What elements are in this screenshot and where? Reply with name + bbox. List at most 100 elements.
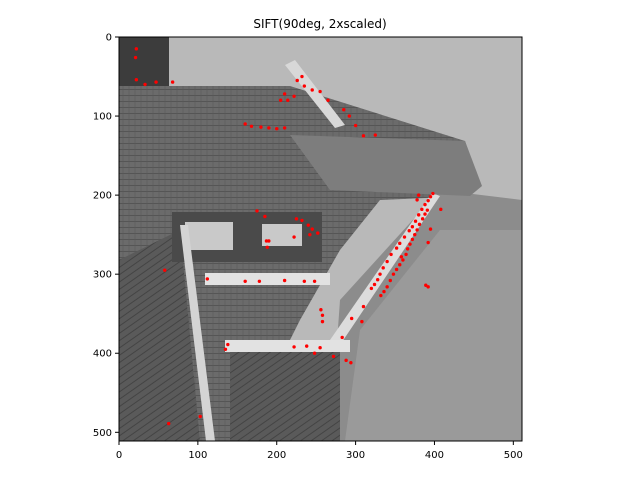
keypoint-marker [413,232,417,237]
eave-1 [205,273,330,285]
keypoint-marker [312,351,317,355]
keypoint-marker [381,266,385,270]
keypoint-marker [410,225,415,229]
keypoint-marker [416,213,421,217]
keypoint-marker [310,88,314,92]
keypoint-marker [263,214,267,219]
keypoint-marker [426,285,430,289]
keypoint-marker [405,247,410,251]
keypoint-marker [302,84,307,88]
keypoint-marker [416,193,421,197]
keypoint-marker [320,313,325,317]
keypoint-marker [398,241,402,246]
y-tick-label: 400 [93,349,112,360]
keypoint-marker [413,219,418,223]
keypoint-marker [388,278,392,283]
drainpipe [180,225,215,441]
keypoint-marker [342,108,346,112]
keypoint-marker [300,218,304,223]
keypoint-marker [426,198,430,203]
keypoint-marker [278,98,283,102]
axes-frame [118,36,523,442]
keypoint-marker [282,92,287,96]
keypoint-marker [292,94,296,98]
x-tick-label: 500 [504,450,523,461]
keypoint-marker [373,133,378,137]
x-tick-label: 200 [267,450,286,461]
keypoint-marker [295,78,299,83]
keypoint-marker [404,252,408,257]
keypoint-marker [163,268,167,272]
keypoint-marker [134,77,139,82]
keypoint-marker [375,278,380,282]
keypoint-marker [320,319,325,324]
keypoint-marker [312,279,317,283]
keypoint-marker [347,114,351,118]
keypoint-marker [331,354,336,359]
keypoint-marker [292,235,296,239]
y-axis: 0 100 200 300 400 500 [93,33,119,439]
x-tick-label: 400 [425,450,444,461]
keypoint-marker [257,279,262,283]
keypoint-marker [302,279,307,283]
keypoint-marker [420,217,425,221]
keypoint-marker [401,258,405,262]
keypoint-marker [369,286,374,291]
keypoint-marker [318,346,322,350]
keypoint-marker [326,98,330,102]
eave-2 [225,340,350,352]
keypoint-marker [428,227,433,231]
keypoint-marker [410,237,415,242]
keypoint-marker [426,240,430,245]
keypoint-marker [133,55,138,60]
keypoint-marker [318,89,322,94]
keypoint-marker [267,126,271,130]
keypoint-marker [264,239,269,243]
keypoint-marker [423,212,427,216]
keypoint-marker [275,127,279,131]
keypoint-marker [243,122,247,126]
keypoint-marker [407,228,411,233]
x-axis: 0 100 200 300 400 500 [116,441,523,461]
keypoint-marker [389,252,393,257]
keypoint-marker [402,235,407,239]
keypoint-marker [340,335,344,340]
background-photo [119,37,522,441]
keypoint-marker [304,344,309,348]
keypoint-marker [282,278,287,283]
keypoint-marker [382,289,386,294]
keypoint-marker [417,222,422,227]
y-tick-label: 500 [93,428,112,439]
x-tick-label: 0 [116,450,122,461]
keypoint-marker [372,282,377,287]
keypoint-marker [361,304,366,309]
x-tick-label: 300 [346,450,365,461]
keypoint-series [133,47,443,426]
keypoint-marker [226,342,230,347]
lower-left-roof [119,230,200,441]
keypoint-marker [154,80,158,84]
keypoint-marker [408,242,412,246]
keypoint-marker [223,347,228,351]
keypoint-marker [385,285,389,289]
y-tick-label: 200 [93,191,112,202]
keypoint-marker [205,277,210,281]
keypoint-marker [349,361,353,365]
y-tick-label: 300 [93,270,112,281]
keypoint-marker [391,272,396,276]
keypoint-marker [286,98,290,102]
keypoint-marker [308,232,312,237]
keypoint-marker [310,227,314,231]
keypoint-marker [425,208,430,212]
keypoint-marker [265,245,269,250]
keypoint-marker [259,125,263,129]
chart-title: SIFT(90deg, 2xscaled) [253,17,386,31]
keypoint-marker [300,74,304,79]
keypoint-marker [249,124,254,129]
keypoint-marker [394,246,399,250]
keypoint-marker [267,239,271,243]
keypoint-marker [361,134,366,138]
keypoint-marker [360,319,364,324]
keypoint-marker [306,223,310,227]
